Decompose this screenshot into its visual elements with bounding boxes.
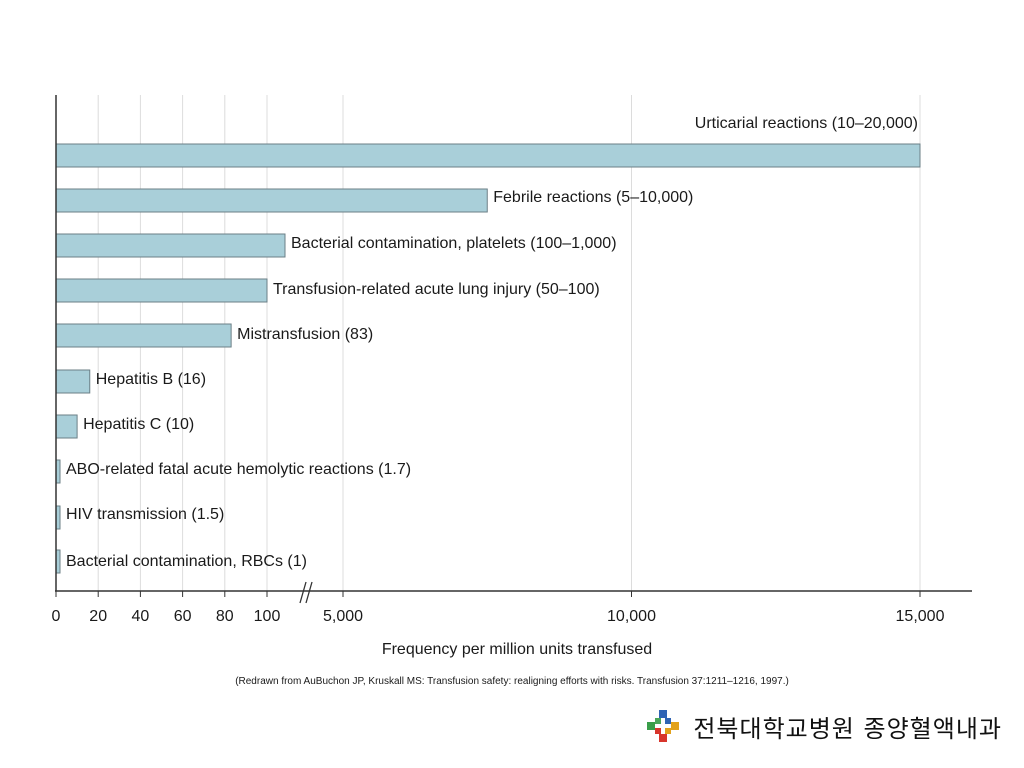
bar-6 [55,369,91,394]
x-axis-title: Frequency per million units transfused [382,641,652,658]
x-tick-label-6: 5,000 [323,608,363,625]
x-tick-label-0: 0 [52,608,61,625]
institution-name: 전북대학교병원 종양혈액내과 [693,714,1002,743]
bar-label-10: Bacterial contamination, RBCs (1) [66,553,307,570]
hospital-logo-icon [647,710,680,742]
bar-label-1: Urticarial reactions (10–20,000) [695,115,918,132]
bars: Urticarial reactions (10–20,000) Febrile … [55,115,921,574]
bar-label-3: Bacterial contamination, platelets (100–… [291,235,617,252]
axis-break-mark-1 [299,581,307,604]
x-tick-label-7: 10,000 [607,608,656,625]
bar-chart: Urticarial reactions (10–20,000) Febrile … [52,95,972,658]
bar-3 [55,233,286,258]
bar-7 [55,414,78,439]
bar-label-9: HIV transmission (1.5) [66,506,224,523]
x-axis: 0 20 40 60 80 100 5,000 10,000 15,000 [52,95,972,625]
x-tick-label-4: 80 [216,608,234,625]
x-tick-label-1: 20 [89,608,107,625]
x-tick-label-5: 100 [254,608,281,625]
bar-label-5: Mistransfusion (83) [237,326,373,343]
bar-2 [55,188,488,213]
bar-label-8: ABO-related fatal acute hemolytic reacti… [66,461,411,478]
bar-label-2: Febrile reactions (5–10,000) [493,189,693,206]
bar-label-7: Hepatitis C (10) [83,416,194,433]
bar-label-4: Transfusion-related acute lung injury (5… [273,281,600,298]
x-tick-label-8: 15,000 [896,608,945,625]
footer: 전북대학교병원 종양혈액내과 [645,708,1002,744]
bar-4 [55,278,268,303]
bar-5 [55,323,232,348]
bar-label-6: Hepatitis B (16) [96,371,206,388]
axis-break-mark-2 [305,581,313,604]
bar-1 [55,143,921,168]
x-tick-label-3: 60 [174,608,192,625]
source-note: (Redrawn from AuBuchon JP, Kruskall MS: … [235,676,789,687]
x-tick-label-2: 40 [132,608,150,625]
